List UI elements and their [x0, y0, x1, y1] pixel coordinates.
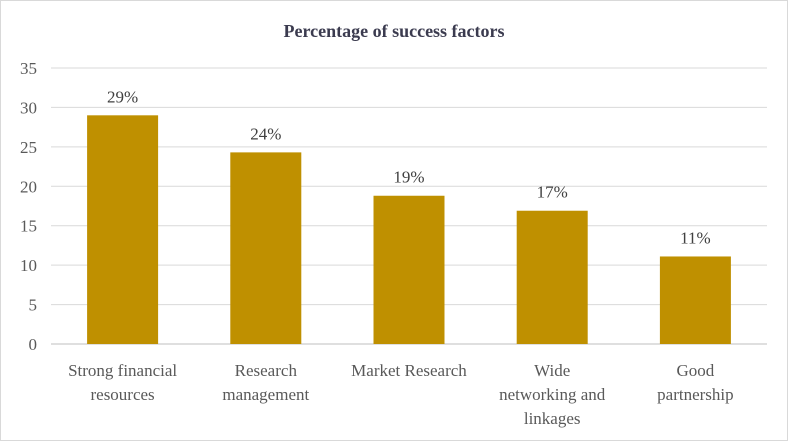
y-tick-label: 10 [20, 256, 37, 275]
bar [230, 152, 302, 344]
category-label: Research management [222, 361, 309, 404]
category-label-line: Good [677, 361, 715, 380]
y-tick-label: 0 [29, 335, 38, 354]
y-tick-label: 30 [20, 98, 37, 117]
category-label-line: Wide [534, 361, 570, 380]
category-label-line: Strong financial [68, 361, 177, 380]
chart-title: Percentage of success factors [283, 21, 504, 41]
y-tick-label: 35 [20, 59, 37, 78]
bar [659, 256, 731, 344]
data-label: 17% [537, 183, 568, 202]
data-label: 19% [393, 168, 424, 187]
y-tick-label: 20 [20, 177, 37, 196]
bar [373, 195, 445, 344]
y-tick-label: 15 [20, 217, 37, 236]
x-axis-categories: Strong financial resources Research managem… [68, 361, 734, 428]
category-label-line: management [222, 385, 309, 404]
category-label-line: networking and [499, 385, 606, 404]
category-label-line: linkages [524, 409, 581, 428]
category-label: Strong financial resources [68, 361, 177, 404]
category-label: Market Research [351, 361, 467, 380]
data-label: 29% [107, 87, 138, 106]
category-label-line: partnership [657, 385, 733, 404]
y-tick-label: 25 [20, 138, 37, 157]
bar [516, 210, 588, 344]
bar [87, 115, 159, 344]
bars [87, 115, 731, 344]
y-tick-label: 5 [29, 296, 38, 315]
data-label: 11% [680, 228, 711, 247]
category-label: Wide networking and linkages [499, 361, 606, 428]
data-labels: 29% 24% 19% 17% 11% [107, 87, 711, 247]
category-label-line: resources [90, 385, 154, 404]
category-label-line: Market Research [351, 361, 467, 380]
category-label-line: Research [235, 361, 298, 380]
y-axis-ticks: 0 5 10 15 20 25 30 35 [20, 59, 37, 354]
category-label: Good partnership [657, 361, 733, 404]
data-label: 24% [250, 124, 281, 143]
